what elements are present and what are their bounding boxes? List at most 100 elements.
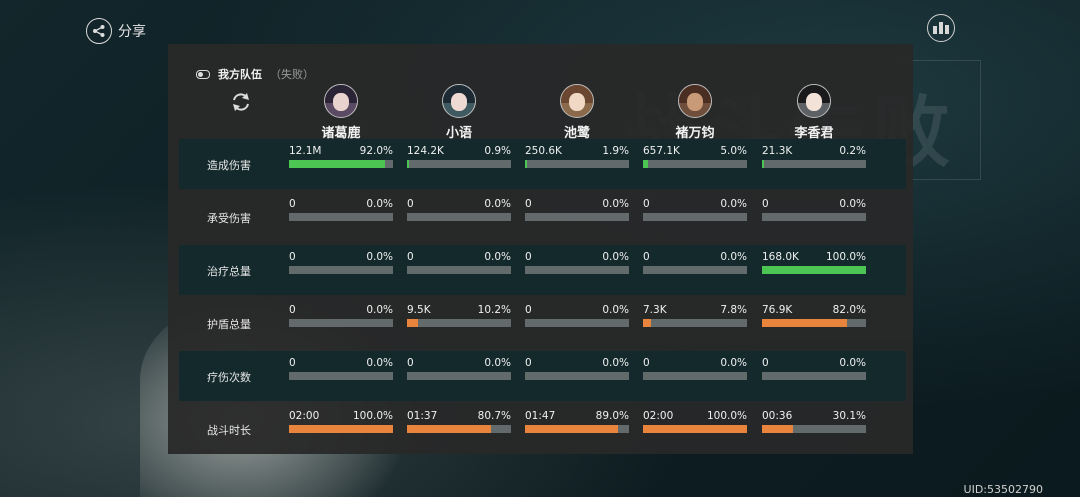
stat-percent: 0.0%	[366, 304, 393, 316]
stat-bar-fill	[643, 160, 649, 168]
stat-value: 0	[289, 357, 296, 369]
stat-bar-fill	[762, 319, 848, 327]
stat-value: 7.3K	[643, 304, 667, 316]
stat-percent: 100.0%	[706, 410, 747, 422]
stat-value: 0	[643, 198, 650, 210]
character-name: 李香君	[794, 126, 834, 141]
stat-cell: 02:00 100.0%	[289, 410, 393, 433]
stat-percent: 100.0%	[825, 251, 866, 263]
stat-cell: 0 0.0%	[525, 357, 629, 380]
character-header[interactable]: 李香君	[759, 84, 869, 141]
stat-cell: 01:37 80.7%	[407, 410, 511, 433]
character-avatar	[797, 84, 831, 118]
stat-bar	[643, 160, 747, 168]
stat-bar-fill	[289, 160, 385, 168]
stat-percent: 30.1%	[832, 410, 866, 422]
stat-value: 0	[525, 251, 532, 263]
avatar-face	[806, 93, 822, 111]
character-avatar	[678, 84, 712, 118]
share-button[interactable]: 分享	[86, 18, 146, 44]
stat-bar-fill	[289, 425, 393, 433]
stats-chart-button[interactable]	[927, 14, 955, 42]
stat-row: 治疗总量 0 0.0% 0 0.0% 0 0.0% 0 0.0% 168.0K 100.0%	[179, 245, 906, 295]
stat-cell: 0 0.0%	[525, 304, 629, 327]
stat-value: 0	[525, 198, 532, 210]
stat-row-label: 疗伤次数	[207, 371, 251, 384]
stat-percent: 100.0%	[352, 410, 393, 422]
character-header[interactable]: 褚万钧	[640, 84, 750, 141]
background-frame	[900, 60, 981, 180]
stat-cell: 02:00 100.0%	[643, 410, 747, 433]
stat-value: 21.3K	[762, 145, 793, 157]
stat-percent: 0.0%	[484, 357, 511, 369]
stat-percent: 82.0%	[832, 304, 866, 316]
stat-row-label: 承受伤害	[207, 212, 251, 225]
stat-bar	[762, 213, 866, 221]
bar-chart-icon	[933, 26, 937, 34]
stat-bar-fill	[762, 425, 794, 433]
stat-row-label: 治疗总量	[207, 265, 251, 278]
stat-percent: 0.0%	[484, 251, 511, 263]
stat-bar	[643, 266, 747, 274]
refresh-icon	[233, 93, 249, 111]
stat-cell: 21.3K 0.2%	[762, 145, 866, 168]
switch-team-button[interactable]	[230, 92, 252, 112]
stat-bar-fill	[762, 160, 764, 168]
stat-bar	[525, 160, 629, 168]
stat-cell: 7.3K 7.8%	[643, 304, 747, 327]
team-status: （失败）	[270, 68, 314, 81]
character-header[interactable]: 诸葛鹿	[286, 84, 396, 141]
stat-percent: 0.0%	[839, 357, 866, 369]
stat-bar-fill	[407, 160, 409, 168]
stat-value: 0	[407, 251, 414, 263]
team-toggle-icon[interactable]	[196, 69, 210, 79]
stat-cell: 76.9K 82.0%	[762, 304, 866, 327]
stat-cell: 0 0.0%	[525, 251, 629, 274]
stat-value: 0	[289, 304, 296, 316]
stat-cell: 0 0.0%	[643, 357, 747, 380]
stat-percent: 0.0%	[484, 198, 511, 210]
stat-bar-fill	[407, 319, 418, 327]
stat-value: 124.2K	[407, 145, 444, 157]
stat-row: 疗伤次数 0 0.0% 0 0.0% 0 0.0% 0 0.0% 0 0.0%	[179, 351, 906, 401]
character-header[interactable]: 小语	[404, 84, 514, 141]
stat-bar	[407, 425, 511, 433]
character-name: 褚万钧	[675, 126, 715, 141]
character-avatar	[442, 84, 476, 118]
stat-bar	[762, 425, 866, 433]
stat-bar-fill	[525, 425, 618, 433]
stat-percent: 0.0%	[602, 198, 629, 210]
stat-cell: 0 0.0%	[407, 357, 511, 380]
character-header[interactable]: 池鹭	[522, 84, 632, 141]
stat-row-label: 造成伤害	[207, 159, 251, 172]
stat-percent: 92.0%	[359, 145, 393, 157]
stat-percent: 0.0%	[366, 251, 393, 263]
stat-cell: 657.1K 5.0%	[643, 145, 747, 168]
stat-cell: 9.5K 10.2%	[407, 304, 511, 327]
stat-value: 02:00	[643, 410, 674, 422]
stat-row: 护盾总量 0 0.0% 9.5K 10.2% 0 0.0% 7.3K 7.8% 76.9K 82.0…	[179, 298, 906, 348]
stat-value: 0	[762, 357, 769, 369]
stat-bar	[643, 213, 747, 221]
stat-bar	[525, 319, 629, 327]
stat-bar	[525, 266, 629, 274]
stat-value: 657.1K	[643, 145, 680, 157]
stat-value: 01:37	[407, 410, 438, 422]
stat-percent: 0.0%	[602, 251, 629, 263]
stat-cell: 0 0.0%	[643, 251, 747, 274]
stat-value: 0	[289, 251, 296, 263]
stat-value: 76.9K	[762, 304, 793, 316]
stat-cell: 0 0.0%	[643, 198, 747, 221]
stat-bar	[762, 372, 866, 380]
bar-chart-icon-bar	[945, 25, 949, 34]
stat-bar	[407, 266, 511, 274]
stat-value: 0	[289, 198, 296, 210]
stat-row: 承受伤害 0 0.0% 0 0.0% 0 0.0% 0 0.0% 0 0.0%	[179, 192, 906, 242]
stat-cell: 168.0K 100.0%	[762, 251, 866, 274]
stat-bar	[289, 319, 393, 327]
stat-bar	[643, 372, 747, 380]
stat-percent: 0.0%	[839, 198, 866, 210]
stat-bar-fill	[525, 160, 527, 168]
share-label: 分享	[118, 24, 146, 40]
avatar-face	[569, 93, 585, 111]
